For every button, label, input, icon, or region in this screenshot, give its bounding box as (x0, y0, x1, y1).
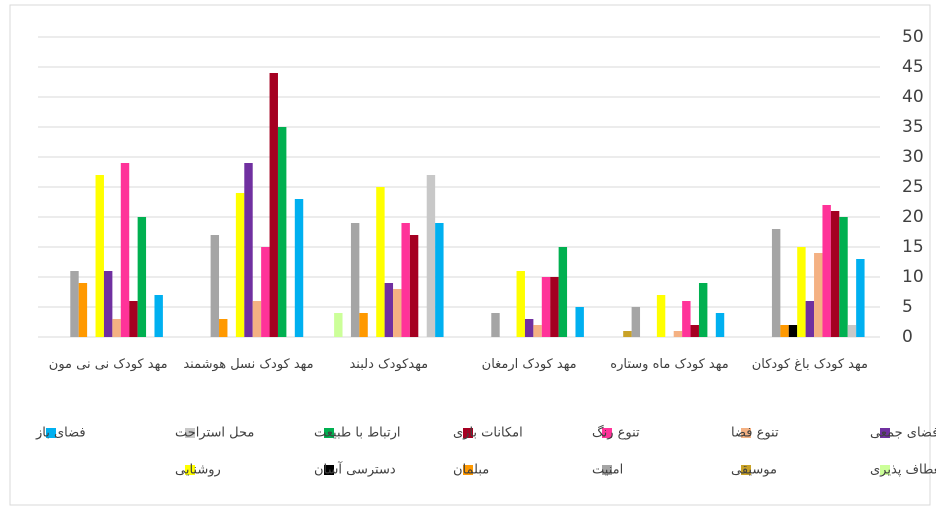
bar (138, 217, 146, 337)
y-tick-label: 50 (902, 27, 924, 47)
bar (699, 283, 707, 337)
legend-label: فضای باز (35, 426, 86, 441)
bar (623, 331, 631, 337)
bar (550, 277, 558, 337)
bar (435, 223, 443, 337)
bar (682, 301, 690, 337)
legend-label: موسیقی (731, 463, 777, 478)
legend-label: امکانات بازی (453, 426, 523, 441)
bar (104, 271, 112, 337)
bar (129, 301, 137, 337)
bar (542, 277, 550, 337)
y-tick-label: 20 (902, 207, 924, 227)
legend-label: ارتباط با طبیعت (314, 426, 401, 441)
bar (789, 325, 797, 337)
bar (154, 295, 162, 337)
bar (236, 193, 244, 337)
legend-label: امنیت (592, 463, 623, 478)
bar (278, 127, 286, 337)
x-tick-label: مهد کودک ماه وستاره (600, 354, 740, 376)
x-tick-label: مهد کودک باغ کودکان (740, 354, 880, 376)
bar (385, 283, 393, 337)
bar (79, 283, 87, 337)
bar (856, 259, 864, 337)
x-tick-label: مهد کودک نسل هوشمند (179, 354, 319, 376)
bar (632, 307, 640, 337)
bar (691, 325, 699, 337)
bar (806, 301, 814, 337)
bar (112, 319, 120, 337)
bar (270, 73, 278, 337)
y-tick-label: 5 (902, 297, 913, 317)
bar (533, 325, 541, 337)
bar (376, 187, 384, 337)
x-tick-label: مهد کودک نی نی مون (38, 354, 178, 376)
chart: 0 5 10 15 20 25 30 35 40 45 50 انعطاف پذیری موسیقی ام… (0, 0, 936, 506)
legend-label: تنوع رنگ (592, 425, 640, 441)
bar (797, 247, 805, 337)
bar (219, 319, 227, 337)
x-tick-label: مهد کودک ارمغان (459, 354, 599, 376)
bar (334, 313, 342, 337)
bar (517, 271, 525, 337)
y-tick-label: 40 (902, 87, 924, 107)
y-tick-label: 30 (902, 147, 924, 167)
bar (393, 289, 401, 337)
bar (427, 175, 435, 337)
bar (831, 211, 839, 337)
x-tick-label: مهدکودک دلبند (319, 354, 459, 376)
bar (491, 313, 499, 337)
bar (410, 235, 418, 337)
bar (359, 313, 367, 337)
legend-label: فضای جمعی (870, 426, 936, 441)
y-tick-label: 35 (902, 117, 924, 137)
bar (211, 235, 219, 337)
bar (822, 205, 830, 337)
bar (657, 295, 665, 337)
bar (401, 223, 409, 337)
bar (848, 325, 856, 337)
bar (261, 247, 269, 337)
bar (772, 229, 780, 337)
bar (814, 253, 822, 337)
legend-label: مبلمان (453, 463, 489, 478)
bar (674, 331, 682, 337)
legend-label: محل استراحت (175, 426, 254, 441)
legend-label: انعطاف پذیری (870, 463, 936, 478)
y-tick-label: 45 (902, 57, 924, 77)
legend-label: تنوع فضا (731, 426, 779, 441)
bar (839, 217, 847, 337)
legend-label: روشنایی (175, 463, 221, 478)
bar (244, 163, 252, 337)
bar (559, 247, 567, 337)
bar (295, 199, 303, 337)
bar (121, 163, 129, 337)
y-tick-label: 10 (902, 267, 924, 287)
page: 0 5 10 15 20 25 30 35 40 45 50 انعطاف پذیری موسیقی ام… (0, 0, 936, 506)
y-tick-label: 0 (902, 327, 913, 347)
bar (70, 271, 78, 337)
bar (253, 301, 261, 337)
y-tick-label: 25 (902, 177, 924, 197)
bar (716, 313, 724, 337)
bar (525, 319, 533, 337)
bar (351, 223, 359, 337)
legend-label: دسترسی آسان (314, 461, 396, 478)
bar (575, 307, 583, 337)
bar (780, 325, 788, 337)
y-tick-label: 15 (902, 237, 924, 257)
bar (96, 175, 104, 337)
